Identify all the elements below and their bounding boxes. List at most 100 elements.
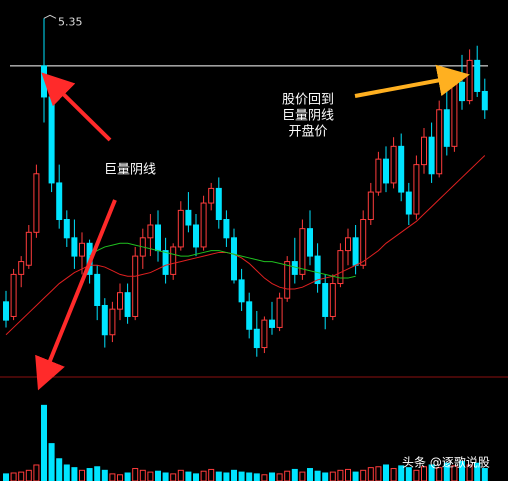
volume-bar: [63, 464, 70, 481]
volume-bar: [246, 472, 253, 481]
high-label: 5.35: [58, 15, 83, 28]
candle-body: [413, 164, 420, 215]
volume-bar: [208, 468, 215, 481]
annotation: 股价回到: [282, 93, 334, 108]
arrow: [35, 199, 117, 391]
candle-body: [360, 219, 367, 266]
candle-body: [398, 145, 405, 193]
candle-body: [223, 219, 230, 239]
candle-body: [101, 304, 108, 336]
candle-body: [299, 228, 306, 275]
volume-bar: [337, 469, 344, 481]
volume-bar: [132, 468, 139, 481]
volume-bar: [443, 462, 450, 481]
arrow: [354, 64, 470, 98]
candle-body: [109, 308, 116, 336]
candle-body: [238, 279, 245, 303]
candle-body: [41, 65, 47, 98]
candle-body: [48, 96, 55, 184]
volume-bar: [405, 467, 412, 481]
volume-bar: [436, 467, 443, 481]
volume-bar: [41, 404, 47, 481]
volume-bar: [193, 473, 199, 481]
candle-body: [18, 261, 25, 275]
volume-bar: [375, 466, 382, 481]
candle-body: [10, 273, 17, 317]
volume-bar: [345, 468, 351, 481]
volume-bar: [390, 468, 397, 481]
candle-body: [481, 90, 488, 111]
candle-body: [345, 237, 351, 252]
candle-body: [352, 237, 359, 266]
candle-body: [25, 231, 32, 266]
candle-body: [170, 246, 177, 275]
volume-bar: [474, 462, 481, 481]
candle-body: [269, 319, 275, 328]
volume-bar: [18, 471, 25, 481]
annotation: 开盘价: [288, 124, 327, 140]
volume-bar: [459, 460, 465, 481]
volume-bar: [33, 464, 40, 481]
candle-body: [307, 228, 313, 257]
volume-bar: [147, 471, 154, 481]
volume-bar: [269, 472, 275, 481]
volume-bar: [481, 468, 488, 481]
annotation: 巨量阴线: [282, 109, 334, 124]
volume-bar: [56, 458, 63, 481]
volume-bar: [162, 472, 169, 481]
candle-body: [443, 109, 450, 147]
candle-body: [94, 273, 101, 306]
candle-body: [124, 292, 131, 317]
volume-bar: [413, 469, 420, 481]
volume-bar: [261, 474, 268, 481]
volume-bar: [360, 469, 367, 481]
volume-bar: [421, 466, 427, 481]
candle-body: [185, 209, 192, 226]
candle-body: [375, 158, 382, 193]
volume-bar: [139, 469, 146, 481]
candle-body: [246, 301, 253, 330]
volume-bar: [276, 473, 283, 481]
candle-body: [215, 187, 222, 221]
volume-bar: [10, 472, 17, 481]
volume-bar: [383, 464, 389, 481]
candle-body: [63, 219, 70, 239]
candle-body: [474, 59, 481, 92]
volume-bar: [101, 469, 108, 481]
volume-bar: [352, 471, 359, 481]
high-marker: [43, 14, 57, 19]
candle-body: [231, 237, 237, 281]
volume-bar: [170, 473, 177, 481]
volume-bar: [177, 469, 184, 481]
candle-body: [383, 158, 389, 184]
candle-body: [155, 224, 161, 252]
ma-line: [89, 242, 356, 279]
volume-bar: [185, 471, 192, 481]
volume-bar: [466, 464, 473, 481]
candle-body: [71, 237, 78, 257]
volume-bar: [291, 468, 298, 481]
volume-bar: [124, 472, 131, 481]
annotation: 巨量阴线: [104, 163, 156, 178]
candle-body: [193, 224, 199, 248]
candle-body: [390, 145, 397, 184]
volume-bar: [367, 467, 374, 481]
candle-body: [284, 261, 291, 299]
candle-body: [367, 191, 374, 221]
candle-body: [132, 255, 139, 317]
candle-body: [147, 224, 154, 239]
volume-bar: [109, 473, 116, 481]
candle-body: [56, 182, 63, 221]
volume-bar: [155, 470, 161, 481]
candle-body: [276, 297, 283, 328]
volume-bar: [25, 469, 32, 481]
candle-body: [33, 173, 40, 233]
candle-body: [451, 81, 458, 147]
candle-body: [79, 242, 85, 257]
volume-bar: [3, 473, 9, 481]
volume-bar: [307, 468, 313, 481]
candle-body: [117, 292, 123, 310]
candle-body: [421, 136, 427, 166]
